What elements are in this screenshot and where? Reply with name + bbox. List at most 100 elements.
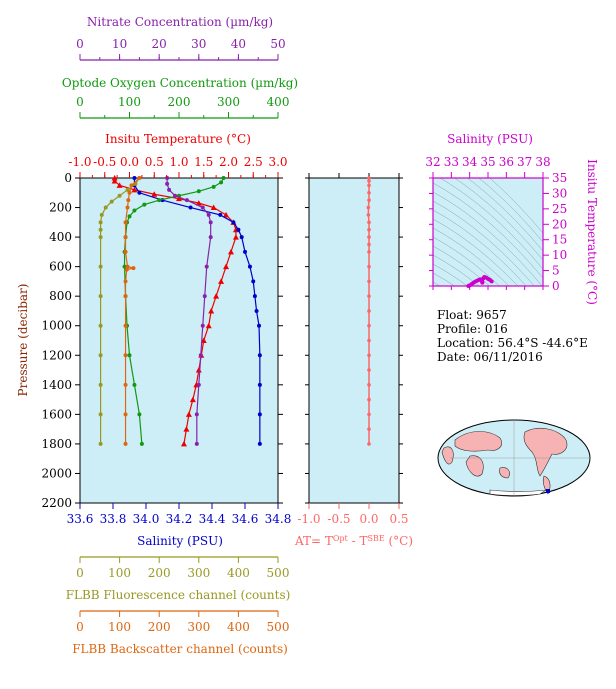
- delta-t-point: [367, 242, 371, 247]
- backscatter-point: [123, 382, 128, 387]
- temperature-point: [131, 186, 138, 193]
- delta-t-point: [367, 264, 371, 269]
- temperature-point: [218, 278, 225, 284]
- temperature-tick-label: 3.0: [268, 155, 287, 169]
- temperature-tick-label: 0.0: [120, 155, 139, 169]
- pressure-tick-label: 1200: [41, 348, 72, 362]
- temperature-point: [213, 293, 220, 299]
- backscatter-point: [127, 190, 132, 195]
- pressure-tick-label: 1000: [41, 319, 72, 333]
- fluorescence-tick-label: 300: [187, 566, 210, 580]
- fluorescence-point: [98, 441, 103, 446]
- oxygen-tick-label: 0: [76, 95, 84, 109]
- nitrate-point: [194, 441, 199, 446]
- salinity-tick-label: 34.0: [133, 512, 160, 526]
- delta-t-panel: [308, 177, 400, 504]
- salinity-tick-label: 34.4: [199, 512, 226, 526]
- profile-panel: [79, 177, 279, 504]
- oxygen-point: [137, 412, 142, 417]
- delta-t-point: [367, 427, 371, 431]
- nitrate-point: [202, 294, 207, 299]
- delta-t-point: [367, 190, 371, 195]
- backscatter-point: [123, 279, 128, 284]
- temperature-tick-label: 1.0: [169, 155, 188, 169]
- delta-t-point: [367, 250, 371, 254]
- pressure-tick-label: 600: [49, 260, 72, 274]
- backscatter-tick-label: 300: [187, 620, 210, 634]
- nitrate-tick-label: 20: [152, 37, 167, 51]
- ts-y-tick-label: 5: [552, 264, 560, 278]
- nitrate-point: [165, 181, 170, 186]
- fluorescence-point: [98, 235, 103, 240]
- salinity-point: [252, 294, 257, 299]
- salinity-point: [236, 227, 241, 232]
- density-contour: [433, 254, 480, 286]
- backscatter-point: [126, 198, 131, 203]
- delta-t-point: [367, 442, 371, 446]
- salinity-tick-label: 33.6: [67, 512, 94, 526]
- oxygen-point: [196, 189, 201, 194]
- oxygen-point: [211, 184, 216, 189]
- density-contour: [439, 178, 543, 270]
- oxygen-point: [127, 214, 132, 219]
- backscatter-point: [123, 441, 128, 446]
- salinity-tick-label: 34.8: [265, 512, 292, 526]
- salinity-point: [257, 382, 262, 387]
- nitrate-point: [184, 198, 189, 203]
- oxygen-point: [139, 441, 144, 446]
- temperature-profile-line: [114, 178, 237, 445]
- backscatter-point: [123, 323, 128, 328]
- delta-t-tick-label: -0.5: [327, 512, 350, 526]
- density-contour: [433, 182, 543, 279]
- delta-t-point: [367, 227, 371, 232]
- delta-t-point: [367, 279, 371, 284]
- density-contour: [433, 272, 456, 286]
- fluorescence-point: [98, 412, 103, 417]
- temperature-point: [195, 200, 202, 206]
- salinity-point: [257, 412, 262, 417]
- salinity-tick-label: 34.6: [232, 512, 259, 526]
- fluorescence-point: [98, 227, 103, 232]
- pressure-tick-label: 1400: [41, 378, 72, 392]
- density-contour: [489, 178, 543, 234]
- pressure-tick-label: 800: [49, 289, 72, 303]
- ts-x-tick-label: 32: [425, 155, 440, 169]
- temperature-point: [210, 204, 217, 211]
- nitrate-tick-label: 10: [112, 37, 127, 51]
- salinity-point: [257, 353, 262, 358]
- ts-x-tick-label: 38: [535, 155, 550, 169]
- oxygen-point: [157, 198, 162, 203]
- temperature-point: [176, 195, 182, 202]
- temperature-point: [232, 234, 239, 240]
- temperature-point: [208, 307, 215, 314]
- ts-x-tick-label: 37: [517, 155, 532, 169]
- density-contour: [433, 218, 519, 286]
- fluorescence-tick-label: 100: [108, 566, 131, 580]
- delta-t-point: [367, 323, 371, 328]
- delta-t-point: [367, 338, 371, 343]
- oxygen-tick-label: 300: [217, 95, 240, 109]
- fluorescence-point: [98, 382, 103, 387]
- temperature-point: [116, 182, 123, 188]
- density-contour: [478, 178, 543, 243]
- ts-frame: [432, 177, 544, 287]
- profile-number: Profile: 016: [437, 322, 508, 336]
- fluorescence-tick-label: 200: [148, 566, 171, 580]
- backscatter-point: [125, 205, 130, 210]
- location: Location: 56.4°S -44.6°E: [437, 336, 588, 350]
- salinity-point: [231, 220, 236, 225]
- backscatter-tick-label: 400: [227, 620, 250, 634]
- fluorescence-point: [98, 294, 103, 299]
- float-info: Float: 9657 Profile: 016 Location: 56.4°…: [437, 308, 588, 364]
- fluorescence-point: [109, 199, 114, 204]
- salinity-point: [188, 205, 193, 210]
- nitrate-point: [208, 235, 213, 240]
- backscatter-tick-label: 200: [148, 620, 171, 634]
- nitrate-point: [206, 212, 211, 217]
- nitrate-point: [204, 264, 209, 269]
- salinity-point: [218, 212, 223, 217]
- density-contour: [433, 191, 543, 286]
- pressure-tick-label: 400: [49, 230, 72, 244]
- temperature-point: [227, 248, 234, 255]
- delta-t-tick-label: 0.5: [389, 512, 408, 526]
